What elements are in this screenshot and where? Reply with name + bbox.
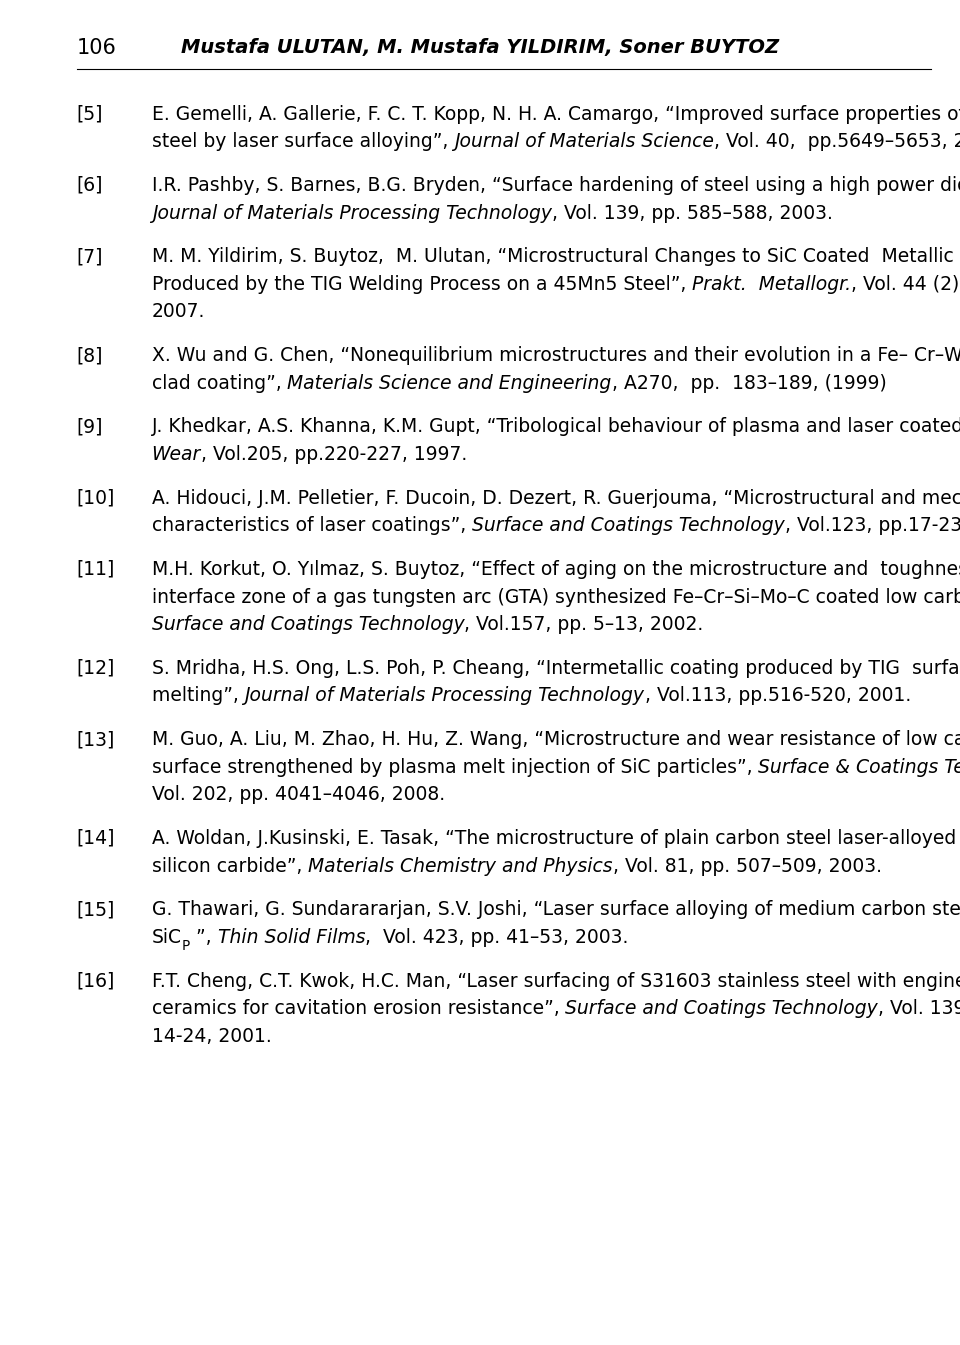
Text: Journal of Materials Processing Technology: Journal of Materials Processing Technolo…: [245, 686, 644, 705]
Text: Produced by the TIG Welding Process on a 45Mn5 Steel”,: Produced by the TIG Welding Process on a…: [152, 274, 692, 293]
Text: P: P: [181, 939, 190, 952]
Text: melting”,: melting”,: [152, 686, 245, 705]
Text: A. Woldan, J.Kusinski, E. Tasak, “The microstructure of plain carbon steel laser: A. Woldan, J.Kusinski, E. Tasak, “The mi…: [152, 829, 960, 847]
Text: [8]: [8]: [77, 346, 104, 364]
Text: [15]: [15]: [77, 900, 115, 919]
Text: , Vol. 40,  pp.5649–5653, 2005.: , Vol. 40, pp.5649–5653, 2005.: [714, 132, 960, 151]
Text: surface strengthened by plasma melt injection of SiC particles”,: surface strengthened by plasma melt inje…: [152, 757, 758, 776]
Text: ,  Vol. 423, pp. 41–53, 2003.: , Vol. 423, pp. 41–53, 2003.: [365, 928, 629, 947]
Text: Materials Chemistry and Physics: Materials Chemistry and Physics: [308, 857, 612, 876]
Text: Surface & Coatings Technology: Surface & Coatings Technology: [758, 757, 960, 776]
Text: 14-24, 2001.: 14-24, 2001.: [152, 1026, 272, 1045]
Text: Thin Solid Films: Thin Solid Films: [218, 928, 365, 947]
Text: [5]: [5]: [77, 105, 104, 124]
Text: , Vol.205, pp.220-227, 1997.: , Vol.205, pp.220-227, 1997.: [201, 445, 468, 464]
Text: , Vol. 139, pp.: , Vol. 139, pp.: [878, 999, 960, 1018]
Text: , Vol. 81, pp. 507–509, 2003.: , Vol. 81, pp. 507–509, 2003.: [612, 857, 881, 876]
Text: I.R. Pashby, S. Barnes, B.G. Bryden, “Surface hardening of steel using a high po: I.R. Pashby, S. Barnes, B.G. Bryden, “Su…: [152, 176, 960, 195]
Text: Mustafa ULUTAN, M. Mustafa YILDIRIM, Soner BUYTOZ: Mustafa ULUTAN, M. Mustafa YILDIRIM, Son…: [180, 38, 780, 56]
Text: interface zone of a gas tungsten arc (GTA) synthesized Fe–Cr–Si–Mo–C coated low : interface zone of a gas tungsten arc (GT…: [152, 588, 960, 607]
Text: SiC: SiC: [152, 928, 181, 947]
Text: Surface and Coatings Technology: Surface and Coatings Technology: [152, 615, 465, 633]
Text: X. Wu and G. Chen, “Nonequilibrium microstructures and their evolution in a Fe– : X. Wu and G. Chen, “Nonequilibrium micro…: [152, 346, 960, 364]
Text: , A270,  pp.  183–189, (1999): , A270, pp. 183–189, (1999): [612, 374, 886, 393]
Text: J. Khedkar, A.S. Khanna, K.M. Gupt, “Tribological behaviour of plasma and laser : J. Khedkar, A.S. Khanna, K.M. Gupt, “Tri…: [152, 417, 960, 436]
Text: S. Mridha, H.S. Ong, L.S. Poh, P. Cheang, “Intermetallic coating produced by TIG: S. Mridha, H.S. Ong, L.S. Poh, P. Cheang…: [152, 659, 960, 678]
Text: [12]: [12]: [77, 659, 115, 678]
Text: F.T. Cheng, C.T. Kwok, H.C. Man, “Laser surfacing of S31603 stainless steel with: F.T. Cheng, C.T. Kwok, H.C. Man, “Laser …: [152, 971, 960, 990]
Text: , Vol.157, pp. 5–13, 2002.: , Vol.157, pp. 5–13, 2002.: [465, 615, 704, 633]
Text: , Vol.113, pp.516-520, 2001.: , Vol.113, pp.516-520, 2001.: [644, 686, 911, 705]
Text: steel by laser surface alloying”,: steel by laser surface alloying”,: [152, 132, 454, 151]
Text: [6]: [6]: [77, 176, 104, 195]
Text: [16]: [16]: [77, 971, 115, 990]
Text: ceramics for cavitation erosion resistance”,: ceramics for cavitation erosion resistan…: [152, 999, 565, 1018]
Text: [14]: [14]: [77, 829, 115, 847]
Text: [10]: [10]: [77, 488, 115, 507]
Text: , Vol. 139, pp. 585–588, 2003.: , Vol. 139, pp. 585–588, 2003.: [552, 203, 832, 222]
Text: [9]: [9]: [77, 417, 104, 436]
Text: 2007.: 2007.: [152, 303, 205, 321]
Text: Surface and Coatings Technology: Surface and Coatings Technology: [472, 516, 784, 535]
Text: , Vol. 44 (2),  59-69,: , Vol. 44 (2), 59-69,: [852, 274, 960, 293]
Text: silicon carbide”,: silicon carbide”,: [152, 857, 308, 876]
Text: Prakt.  Metallogr.: Prakt. Metallogr.: [692, 274, 852, 293]
Text: A. Hidouci, J.M. Pelletier, F. Ducoin, D. Dezert, R. Guerjouma, “Microstructural: A. Hidouci, J.M. Pelletier, F. Ducoin, D…: [152, 488, 960, 507]
Text: M.H. Korkut, O. Yılmaz, S. Buytoz, “Effect of aging on the microstructure and  t: M.H. Korkut, O. Yılmaz, S. Buytoz, “Effe…: [152, 560, 960, 578]
Text: , Vol.123, pp.17-23, 2000.: , Vol.123, pp.17-23, 2000.: [784, 516, 960, 535]
Text: [11]: [11]: [77, 560, 115, 578]
Text: M. Guo, A. Liu, M. Zhao, H. Hu, Z. Wang, “Microstructure and wear resistance of : M. Guo, A. Liu, M. Zhao, H. Hu, Z. Wang,…: [152, 730, 960, 749]
Text: Journal of Materials Science: Journal of Materials Science: [454, 132, 714, 151]
Text: G. Thawari, G. Sundarararjan, S.V. Joshi, “Laser surface alloying of medium carb: G. Thawari, G. Sundarararjan, S.V. Joshi…: [152, 900, 960, 919]
Text: 106: 106: [77, 38, 117, 58]
Text: Journal of Materials Processing Technology: Journal of Materials Processing Technolo…: [152, 203, 552, 222]
Text: ”,: ”,: [190, 928, 218, 947]
Text: Materials Science and Engineering: Materials Science and Engineering: [287, 374, 612, 393]
Text: E. Gemelli, A. Gallerie, F. C. T. Kopp, N. H. A. Camargo, “Improved surface prop: E. Gemelli, A. Gallerie, F. C. T. Kopp, …: [152, 105, 960, 124]
Text: Vol. 202, pp. 4041–4046, 2008.: Vol. 202, pp. 4041–4046, 2008.: [152, 785, 444, 804]
Text: [7]: [7]: [77, 247, 104, 266]
Text: Wear: Wear: [152, 445, 201, 464]
Text: [13]: [13]: [77, 730, 115, 749]
Text: clad coating”,: clad coating”,: [152, 374, 287, 393]
Text: M. M. Yildirim, S. Buytoz,  M. Ulutan, “Microstructural Changes to SiC Coated  M: M. M. Yildirim, S. Buytoz, M. Ulutan, “M…: [152, 247, 960, 266]
Text: characteristics of laser coatings”,: characteristics of laser coatings”,: [152, 516, 472, 535]
Text: Surface and Coatings Technology: Surface and Coatings Technology: [565, 999, 878, 1018]
